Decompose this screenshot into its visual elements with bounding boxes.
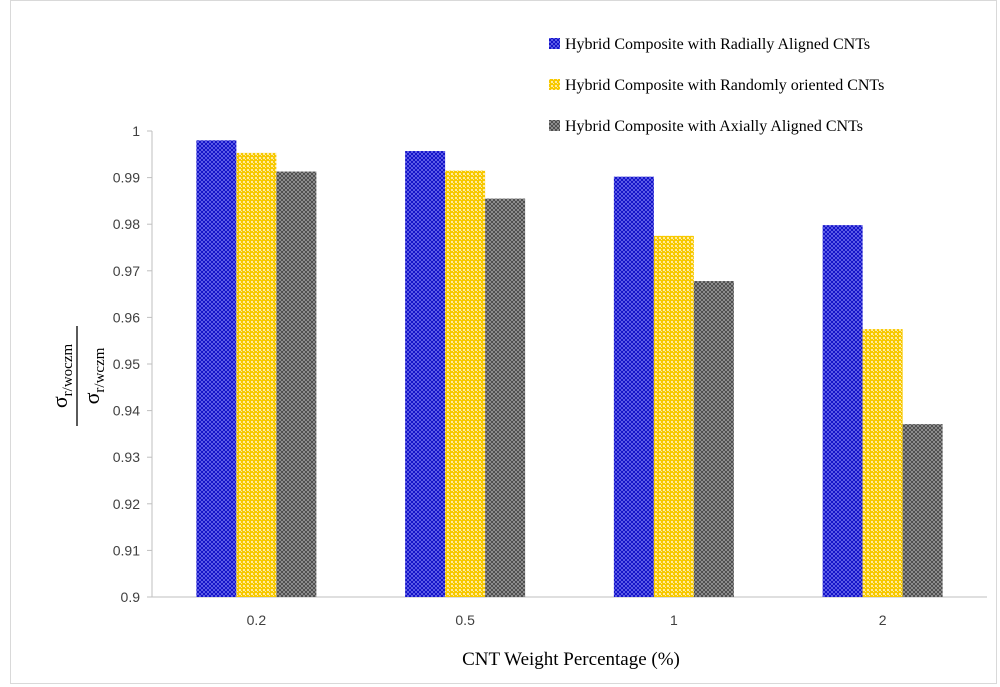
x-ticks: 0.2 0.5 1 2 <box>247 612 887 628</box>
legend: Hybrid Composite with Radially Aligned C… <box>549 36 884 135</box>
y-tick-label: 0.98 <box>113 216 140 232</box>
legend-label-2: Hybrid Composite with Randomly oriented … <box>565 77 884 94</box>
x-tick-label: 1 <box>670 612 678 628</box>
legend-swatch-3 <box>549 120 560 131</box>
chart-frame: 0.9 0.91 0.92 0.93 0.94 0.95 0.96 0.97 0.98 0.99 1… <box>10 0 997 684</box>
bar-series-2-cat-1 <box>236 152 277 598</box>
bar-series-1-cat-1 <box>196 140 237 597</box>
y-tick-label: 0.92 <box>113 496 140 512</box>
bar-series-2-cat-3 <box>653 235 694 597</box>
y-axis-title: σr/woczm σr/wczm <box>47 326 108 426</box>
legend-label-3: Hybrid Composite with Axially Aligned CN… <box>565 118 863 135</box>
y-tick-label: 0.91 <box>113 542 140 558</box>
y-tick-label: 0.95 <box>113 356 140 372</box>
x-tick-label: 0.2 <box>247 612 267 628</box>
bar-series-3-cat-2 <box>485 198 526 597</box>
y-den-sub: r/wczm <box>92 347 108 392</box>
y-num-sub: r/woczm <box>60 344 76 397</box>
y-tick-label: 0.9 <box>121 589 141 605</box>
x-tick-label: 0.5 <box>455 612 475 628</box>
y-tick-label: 0.97 <box>113 263 140 279</box>
bar-series-1-cat-2 <box>405 151 446 597</box>
y-ticks: 0.9 0.91 0.92 0.93 0.94 0.95 0.96 0.97 0.98 0.99 1 <box>113 123 152 605</box>
x-tick-label: 2 <box>879 612 887 628</box>
legend-swatch-2 <box>549 79 560 90</box>
bar-series-3-cat-3 <box>693 281 734 597</box>
y-tick-label: 0.96 <box>113 309 140 325</box>
bar-chart: 0.9 0.91 0.92 0.93 0.94 0.95 0.96 0.97 0.98 0.99 1… <box>47 36 987 670</box>
y-axis-denominator: σr/wczm <box>79 347 108 404</box>
bar-series-3-cat-1 <box>276 171 317 598</box>
bar-series-1-cat-3 <box>613 176 654 597</box>
bar-series-2-cat-4 <box>862 329 903 597</box>
y-axis-numerator: σr/woczm <box>47 344 76 409</box>
bar-series-1-cat-4 <box>822 225 863 597</box>
y-tick-label: 0.99 <box>113 170 140 186</box>
bar-series-3-cat-4 <box>902 424 943 597</box>
y-den-symbol: σ <box>79 392 104 404</box>
legend-swatch-1 <box>549 38 560 49</box>
y-tick-label: 0.93 <box>113 449 140 465</box>
y-num-symbol: σ <box>47 396 72 408</box>
x-axis-title: CNT Weight Percentage (%) <box>462 649 680 670</box>
bars <box>196 140 943 598</box>
legend-label-1: Hybrid Composite with Radially Aligned C… <box>565 36 870 53</box>
bar-series-2-cat-2 <box>445 170 486 598</box>
y-tick-label: 1 <box>132 123 140 139</box>
y-tick-label: 0.94 <box>113 403 140 419</box>
